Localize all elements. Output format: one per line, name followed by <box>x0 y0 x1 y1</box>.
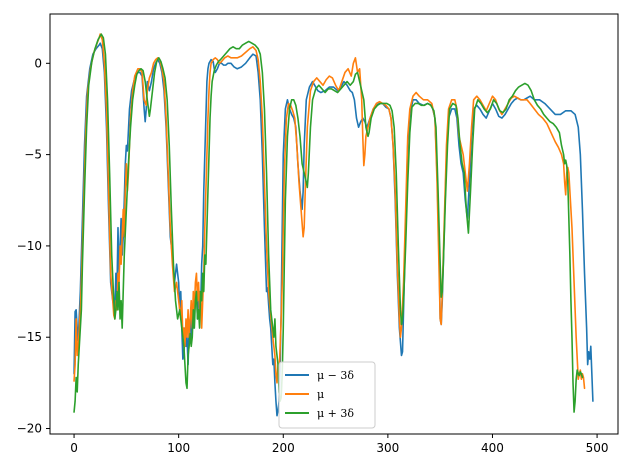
legend-label-2: μ + 3δ <box>317 407 354 420</box>
y-tick-label: −10 <box>17 239 42 253</box>
series-line-0 <box>73 42 594 417</box>
y-tick-label: 0 <box>34 56 42 70</box>
legend-box <box>278 361 376 429</box>
y-tick-label: −20 <box>17 422 42 436</box>
x-tick-label: 500 <box>586 441 609 455</box>
legend: μ − 3δ μ μ + 3δ <box>278 361 376 429</box>
x-tick-label: 200 <box>272 441 295 455</box>
y-axis: 0 −5 −10 −15 −20 <box>17 56 50 436</box>
x-tick-label: 400 <box>481 441 504 455</box>
series-layer <box>73 33 594 417</box>
y-tick-label: −5 <box>24 148 42 162</box>
legend-label-1: μ <box>317 388 324 401</box>
x-tick-label: 0 <box>70 441 78 455</box>
series-line-2 <box>73 33 584 413</box>
x-axis: 0 100 200 300 400 500 <box>70 434 609 455</box>
legend-label-0: μ − 3δ <box>317 369 354 382</box>
y-tick-label: −15 <box>17 330 42 344</box>
plot-frame <box>49 13 619 435</box>
x-tick-label: 100 <box>167 441 190 455</box>
x-tick-label: 300 <box>376 441 399 455</box>
